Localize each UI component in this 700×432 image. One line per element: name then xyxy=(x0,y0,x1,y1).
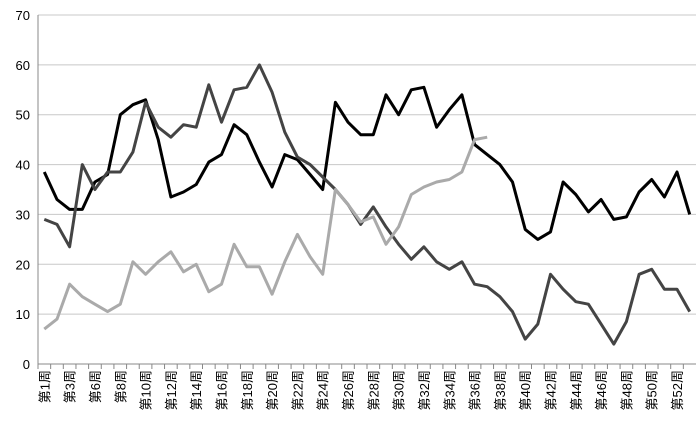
x-tick-label: 第8周 xyxy=(113,370,128,403)
x-tick-label: 第34周 xyxy=(442,370,457,410)
x-tick-label: 第28周 xyxy=(366,370,381,410)
series-line xyxy=(43,135,488,331)
x-tick-label: 第12周 xyxy=(164,370,179,410)
x-tick-label: 第46周 xyxy=(594,370,609,410)
x-tick-label: 第42周 xyxy=(543,370,558,410)
y-tick-label: 30 xyxy=(16,207,30,222)
x-tick-label: 第32周 xyxy=(417,370,432,410)
x-tick-label: 第16周 xyxy=(214,370,229,410)
x-tick-label: 第30周 xyxy=(392,370,407,410)
y-tick-label: 70 xyxy=(16,8,30,23)
x-tick-label: 第40周 xyxy=(518,370,533,410)
y-tick-label: 20 xyxy=(16,257,30,272)
x-tick-label: 第3周 xyxy=(63,370,78,403)
x-tick-label: 第1周 xyxy=(37,370,52,403)
x-tick-label: 第26周 xyxy=(341,370,356,410)
x-tick-label: 第38周 xyxy=(493,370,508,410)
y-tick-label: 50 xyxy=(16,108,30,123)
x-tick-label: 第44周 xyxy=(569,370,584,410)
x-tick-label: 第24周 xyxy=(316,370,331,410)
y-tick-label: 40 xyxy=(16,158,30,173)
y-tick-label: 10 xyxy=(16,307,30,322)
x-tick-label: 第6周 xyxy=(88,370,103,403)
y-tick-label: 60 xyxy=(16,58,30,73)
y-tick-label: 0 xyxy=(23,357,30,372)
x-tick-label: 第10周 xyxy=(139,370,154,410)
x-tick-label: 第18周 xyxy=(240,370,255,410)
series-line xyxy=(43,63,692,346)
x-tick-label: 第48周 xyxy=(619,370,634,410)
x-tick-label: 第52周 xyxy=(670,370,685,410)
series-line xyxy=(42,85,692,241)
x-tick-label: 第36周 xyxy=(468,370,483,410)
x-tick-label: 第14周 xyxy=(189,370,204,410)
x-tick-label: 第20周 xyxy=(265,370,280,410)
x-tick-label: 第22周 xyxy=(290,370,305,410)
x-tick-label: 第50周 xyxy=(645,370,660,410)
